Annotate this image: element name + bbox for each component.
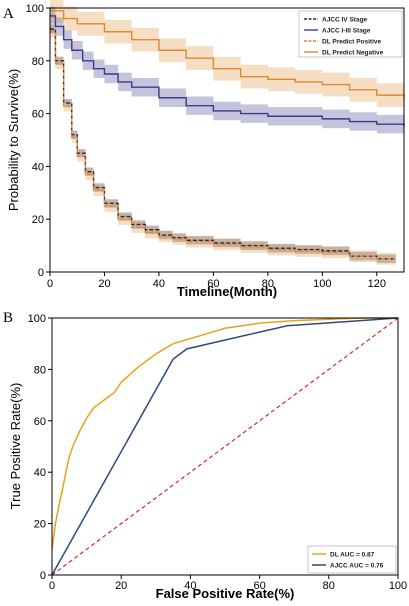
roc-chance-line [51,317,399,576]
survival-x-tick-label: 40 [153,278,165,290]
survival-chart: 0 20 40 60 80 100 120 0 20 40 60 80 100 Timeline(Mo… [6,0,405,299]
band-ajcc-i-iii-stage [50,6,404,137]
roc-y-tick-label: 40 [34,467,46,479]
survival-y-tick-label: 80 [32,56,44,68]
roc-x-tick-label: 80 [323,580,335,592]
roc-x-tick-label: 0 [49,580,55,592]
survival-x-tick-label: 0 [47,278,53,290]
survival-x-tick-label: 100 [313,278,331,290]
legend-label-dl-predict-negative: DL Predict Negative [322,50,384,57]
line-dl-predict-negative [50,9,405,98]
roc-y-tick-label: 60 [34,416,46,428]
line-ajcc-iv-stage [50,28,396,260]
roc-x-tick-label: 100 [389,580,407,592]
roc-legend-label-dl-auc-0-87: DL AUC = 0.87 [330,552,375,559]
panel-a-letter: A [3,6,14,22]
survival-y-tick-label: 60 [32,109,44,121]
survival-y-tick-label: 20 [32,214,44,226]
survival-y-tick-label: 0 [38,267,44,279]
roc-x-tick-label: 20 [115,580,127,592]
roc-legend-box [307,545,397,574]
roc-line-dl-auc-0-87 [51,317,398,550]
survival-x-tick-label: 80 [262,278,274,290]
roc-x-tick-label: 40 [184,580,196,592]
survival-y-tick-label: 100 [26,3,44,15]
legend-label-ajcc-iv-stage: AJCC IV Stage [322,17,368,24]
survival-x-axis-label: Timeline(Month) [177,284,277,299]
roc-chart: 0 20 40 60 80 100 0 20 40 60 80 100 False Positive… [8,313,407,601]
survival-legend: AJCC IV Stage AJCC I-III Stage DL Predict … [298,10,403,58]
roc-y-tick-label: 20 [34,519,46,531]
roc-y-axis-label: True Positive Rate(%) [8,383,23,510]
panel-b-letter: B [3,310,13,326]
roc-y-tick-label: 80 [34,364,46,376]
roc-y-tick-label: 0 [40,570,46,582]
survival-x-tick-label: 60 [207,278,219,290]
roc-legend: DL AUC = 0.87 AJCC AUC = 0.76 [307,545,397,574]
line-ajcc-i-iii-stage [50,15,405,127]
line-dl-predict-positive [50,31,396,260]
legend-label-dl-predict-positive: DL Predict Positive [322,39,382,46]
roc-line-ajcc-auc-0-76 [51,317,399,576]
roc-y-tick-label: 100 [28,313,46,325]
roc-legend-label-ajcc-auc-0-76: AJCC AUC = 0.76 [330,563,384,570]
survival-legend-box [298,10,403,58]
legend-label-ajcc-i-iii-stage: AJCC I-III Stage [322,28,371,35]
survival-y-axis-label: Probability to Survive(%) [6,69,21,211]
roc-x-tick-label: 60 [253,580,265,592]
survival-plot-frame [49,7,405,273]
survival-y-tick-label: 40 [32,161,44,173]
roc-x-axis-label: False Positive Rate(%) [156,586,295,601]
roc-plot-frame [51,317,399,576]
survival-x-tick-label: 20 [98,278,110,290]
survival-x-tick-label: 120 [368,278,386,290]
